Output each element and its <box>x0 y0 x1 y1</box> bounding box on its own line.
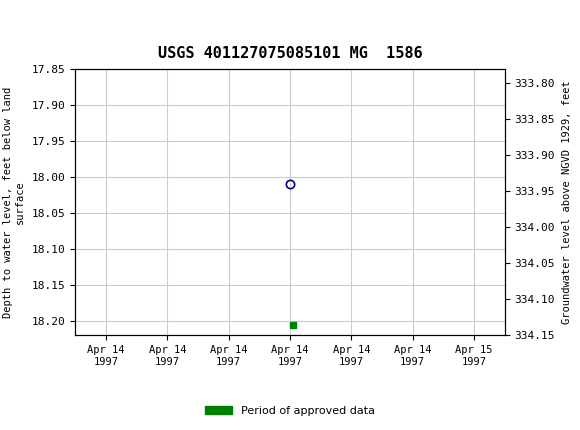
Y-axis label: Depth to water level, feet below land
surface: Depth to water level, feet below land su… <box>3 86 25 318</box>
Text: USGS 401127075085101 MG  1586: USGS 401127075085101 MG 1586 <box>158 46 422 61</box>
Legend: Period of approved data: Period of approved data <box>200 401 380 420</box>
Y-axis label: Groundwater level above NGVD 1929, feet: Groundwater level above NGVD 1929, feet <box>562 80 572 324</box>
Text: ≡USGS: ≡USGS <box>6 12 69 33</box>
